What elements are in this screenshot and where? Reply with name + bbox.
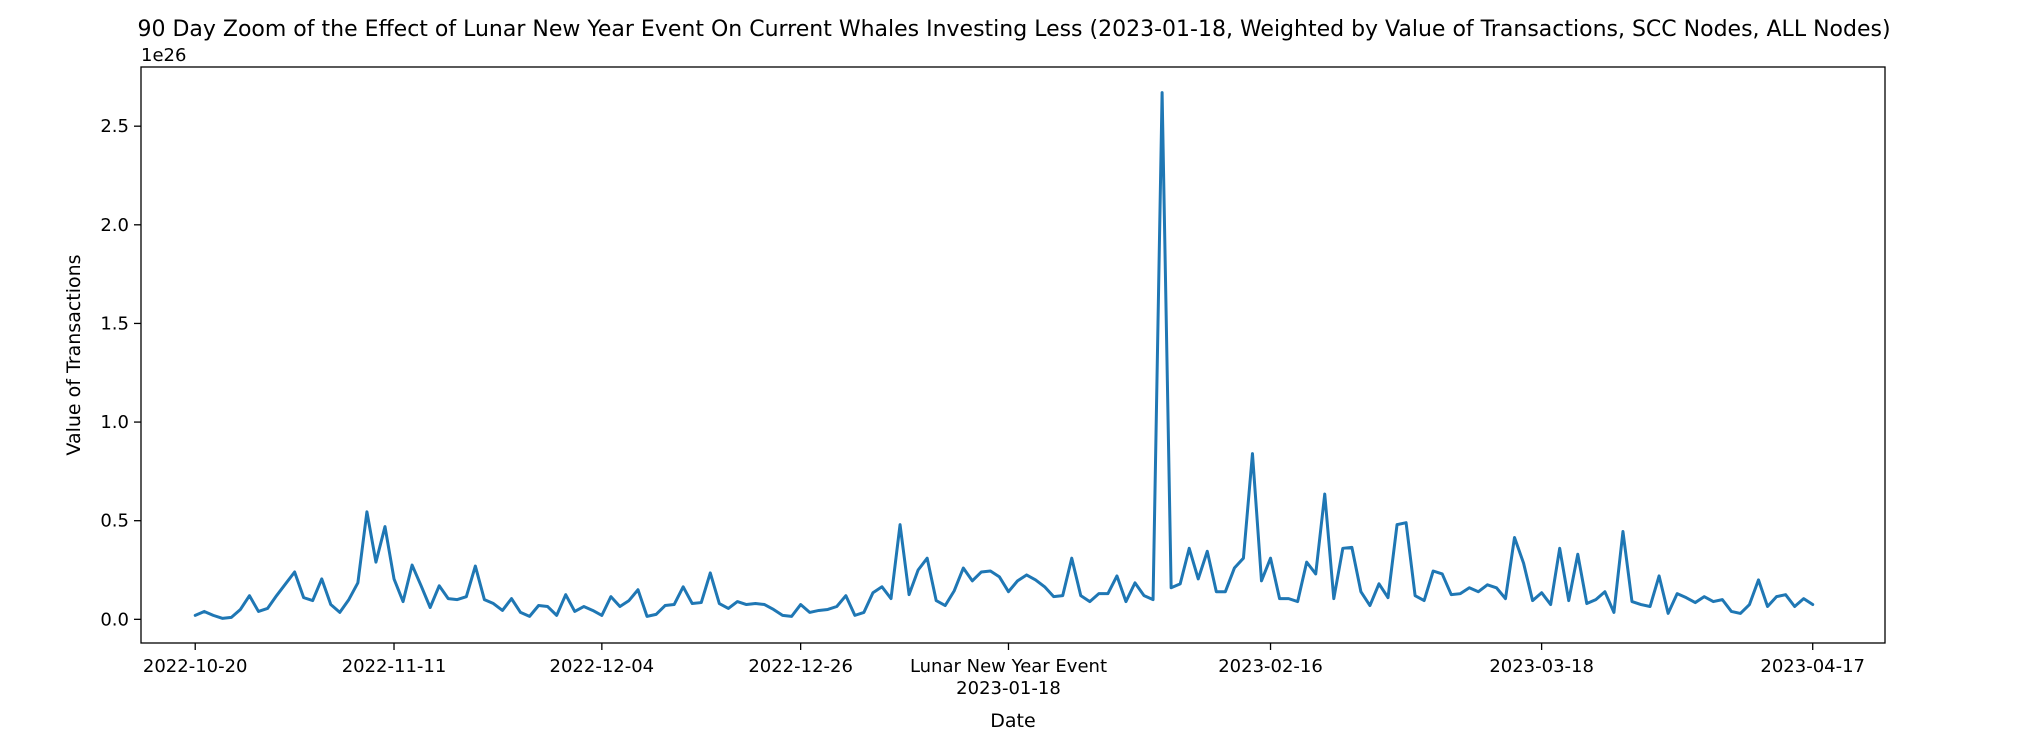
- y-tick-label-0: 0.0: [100, 609, 129, 630]
- x-tick-label-7: 2023-04-17: [1760, 656, 1865, 677]
- x-axis-label: Date: [990, 710, 1035, 732]
- chart-title: 90 Day Zoom of the Effect of Lunar New Y…: [137, 17, 1890, 42]
- x-ticks: 2022-10-20 2022-11-11 2022-12-04 2022-12-26…: [143, 643, 1865, 699]
- x-tick-label-3: 2022-12-26: [748, 656, 853, 677]
- y-tick-label-2: 1.0: [100, 412, 129, 433]
- y-tick-label-1: 0.5: [100, 511, 129, 532]
- y-ticks: 0.0 0.5 1.0 1.5 2.0 2.5: [100, 116, 141, 630]
- x-tick-label-1: 2022-11-11: [342, 656, 447, 677]
- x-tick-label-4: Lunar New Year Event: [910, 656, 1107, 677]
- y-offset-label: 1e26: [141, 45, 186, 66]
- series-line: [193, 91, 1815, 620]
- y-tick-label-5: 2.5: [100, 116, 129, 137]
- x-tick-label-0: 2022-10-20: [143, 656, 248, 677]
- y-tick-label-3: 1.5: [100, 313, 129, 334]
- x-tick-label-6: 2023-03-18: [1489, 656, 1594, 677]
- x-tick-label-4-line2: 2023-01-18: [956, 678, 1061, 699]
- y-axis-label: Value of Transactions: [63, 254, 85, 455]
- plot-frame: [140, 66, 1886, 644]
- x-tick-label-2: 2022-12-04: [550, 656, 655, 677]
- x-tick-label-5: 2023-02-16: [1218, 656, 1323, 677]
- y-tick-label-4: 2.0: [100, 215, 129, 236]
